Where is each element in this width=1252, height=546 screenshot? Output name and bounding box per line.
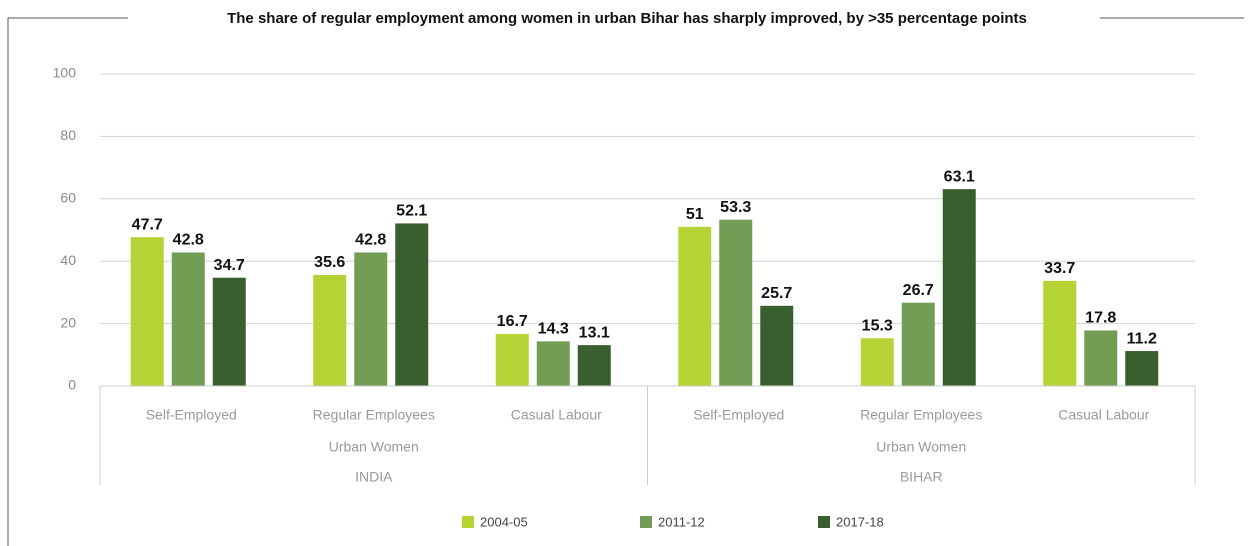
value-label: 14.3	[538, 321, 569, 338]
x-tick-label: Regular Employees	[860, 407, 982, 423]
bar	[212, 277, 246, 386]
bar	[719, 219, 753, 386]
bar	[942, 189, 976, 386]
group-label: BIHAR	[900, 469, 943, 485]
bar	[678, 226, 712, 386]
value-label: 53.3	[720, 199, 751, 216]
value-label: 25.7	[761, 285, 792, 302]
y-tick-label: 100	[53, 65, 77, 81]
value-label: 26.7	[903, 282, 934, 299]
bar	[495, 333, 529, 386]
value-label: 52.1	[396, 203, 427, 220]
bar	[130, 237, 164, 386]
value-label: 47.7	[132, 216, 163, 233]
bar	[313, 274, 347, 386]
legend-label: 2017-18	[836, 514, 884, 529]
group-sublabel: Urban Women	[329, 439, 419, 455]
y-tick-label: 20	[60, 314, 76, 330]
value-label: 15.3	[862, 317, 893, 334]
value-label: 34.7	[214, 257, 245, 274]
value-label: 17.8	[1085, 310, 1116, 327]
chart-title: The share of regular employment among wo…	[227, 10, 1027, 27]
x-tick-label: Self-Employed	[146, 407, 237, 423]
bar	[760, 305, 794, 386]
value-label: 33.7	[1044, 260, 1075, 277]
bar	[395, 223, 429, 386]
x-tick-label: Self-Employed	[693, 407, 784, 423]
bar	[536, 341, 570, 386]
value-label: 42.8	[355, 232, 386, 249]
legend-swatch	[818, 516, 830, 528]
value-label: 51	[686, 206, 704, 223]
value-label: 63.1	[944, 168, 975, 185]
group-sublabel: Urban Women	[876, 439, 966, 455]
bar	[171, 252, 205, 386]
y-tick-label: 40	[60, 252, 76, 268]
x-tick-label: Casual Labour	[1058, 407, 1149, 423]
value-label: 13.1	[579, 324, 610, 341]
legend-swatch	[640, 516, 652, 528]
bar	[354, 252, 388, 386]
y-tick-label: 60	[60, 190, 76, 206]
bar	[1043, 280, 1077, 386]
x-tick-label: Regular Employees	[313, 407, 435, 423]
bar	[860, 338, 894, 386]
y-tick-label: 80	[60, 127, 76, 143]
y-tick-label: 0	[68, 377, 76, 393]
bar	[577, 345, 611, 386]
legend-swatch	[462, 516, 474, 528]
legend-label: 2004-05	[480, 514, 528, 529]
bar	[901, 302, 935, 386]
bar	[1125, 351, 1159, 386]
value-label: 35.6	[314, 254, 345, 271]
legend-label: 2011-12	[658, 514, 705, 529]
x-tick-label: Casual Labour	[511, 407, 602, 423]
group-label: INDIA	[355, 469, 393, 485]
value-label: 42.8	[173, 232, 204, 249]
bar	[1084, 330, 1118, 386]
value-label: 11.2	[1127, 330, 1157, 347]
value-label: 16.7	[497, 313, 528, 330]
